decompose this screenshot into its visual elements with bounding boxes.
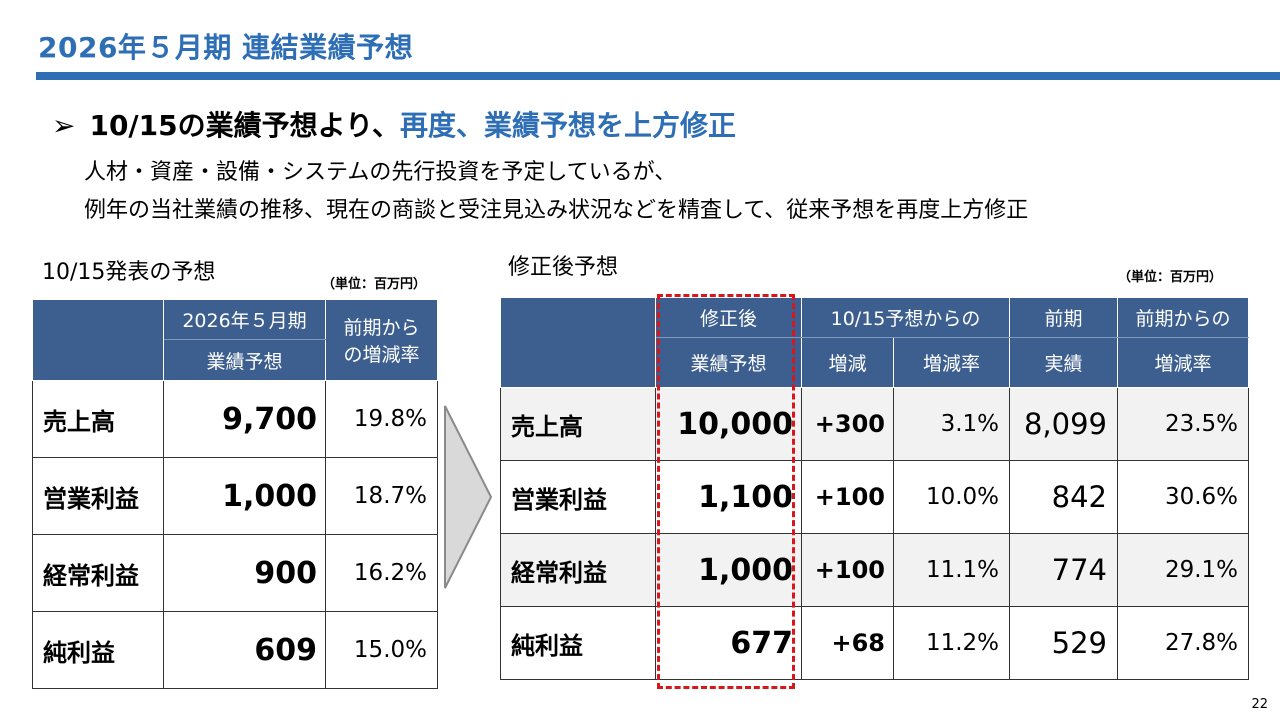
diff-value: +100 bbox=[801, 533, 894, 607]
yoy-rate: 15.0% bbox=[325, 611, 438, 689]
revised-value: 1,000 bbox=[655, 533, 802, 607]
header-revised: 修正後 bbox=[655, 297, 802, 338]
header-previous-actual: 実績 bbox=[1009, 337, 1119, 388]
yoy-rate: 18.7% bbox=[325, 457, 438, 535]
diff-rate: 11.1% bbox=[892, 533, 1011, 607]
header-previous: 前期 bbox=[1009, 297, 1119, 338]
original-forecast-table: 2026年５月期 前期から 業績予想 の増減率 売上高 9,700 19.8% … bbox=[32, 299, 438, 689]
previous-rate: 30.6% bbox=[1117, 460, 1250, 534]
header-forecast-label: 業績予想 bbox=[163, 339, 326, 381]
header-forecast-year: 2026年５月期 bbox=[163, 299, 326, 340]
table-row: 経常利益 900 16.2% bbox=[32, 534, 438, 612]
diff-value: +300 bbox=[801, 387, 894, 461]
forecast-value: 1,000 bbox=[163, 457, 326, 535]
revised-value: 677 bbox=[655, 606, 802, 680]
chevron-right-icon bbox=[444, 405, 493, 589]
table-row: 売上高 10,000 +300 3.1% 8,099 23.5% bbox=[500, 387, 1250, 461]
forecast-value: 9,700 bbox=[163, 380, 326, 458]
table-row: 営業利益 1,000 18.7% bbox=[32, 457, 438, 535]
page-number: 22 bbox=[1251, 697, 1268, 712]
revised-column-highlight bbox=[657, 294, 795, 689]
previous-actual: 8,099 bbox=[1009, 387, 1119, 461]
header-yoy-line2: の増減率 bbox=[325, 339, 438, 381]
table-row: 純利益 677 +68 11.2% 529 27.8% bbox=[500, 606, 1250, 680]
previous-rate: 23.5% bbox=[1117, 387, 1250, 461]
body-text-line-1: 人材・資産・設備・システムの先行投資を予定しているが、 bbox=[84, 160, 677, 185]
right-table-label: 修正後予想 bbox=[508, 255, 619, 280]
diff-rate: 3.1% bbox=[892, 387, 1011, 461]
diff-rate: 10.0% bbox=[892, 460, 1011, 534]
header-diff: 増減 bbox=[801, 337, 894, 388]
previous-actual: 774 bbox=[1009, 533, 1119, 607]
table-row: 売上高 9,700 19.8% bbox=[32, 380, 438, 458]
row-label: 経常利益 bbox=[32, 534, 164, 612]
row-label: 営業利益 bbox=[500, 460, 656, 534]
row-label: 売上高 bbox=[500, 387, 656, 461]
title-underline bbox=[36, 72, 1280, 80]
key-message-lead: 10/15の業績予想より、 bbox=[89, 109, 400, 142]
header-diff-rate: 増減率 bbox=[892, 337, 1011, 388]
slide-title: 2026年５月期 連結業績予想 bbox=[38, 31, 414, 64]
table-row: 純利益 609 15.0% bbox=[32, 611, 438, 689]
yoy-rate: 16.2% bbox=[325, 534, 438, 612]
header-yoy-line1: 前期から bbox=[325, 299, 438, 340]
forecast-value: 609 bbox=[163, 611, 326, 689]
row-label: 営業利益 bbox=[32, 457, 164, 535]
yoy-rate: 19.8% bbox=[325, 380, 438, 458]
arrow-bullet-icon: ➢ bbox=[52, 109, 76, 142]
header-empty bbox=[500, 297, 656, 388]
table-row: 営業利益 1,100 +100 10.0% 842 30.6% bbox=[500, 460, 1250, 534]
previous-actual: 842 bbox=[1009, 460, 1119, 534]
revised-forecast-table: 修正後 10/15予想からの 前期 前期からの 業績予想 増減 増減率 実績 増… bbox=[500, 297, 1250, 680]
row-label: 経常利益 bbox=[500, 533, 656, 607]
diff-rate: 11.2% bbox=[892, 606, 1011, 680]
previous-rate: 29.1% bbox=[1117, 533, 1250, 607]
previous-rate: 27.8% bbox=[1117, 606, 1250, 680]
body-text-line-2: 例年の当社業績の推移、現在の商談と受注見込み状況などを精査して、従来予想を再度上… bbox=[84, 198, 1029, 223]
key-message-highlight: 再度、業績予想を上方修正 bbox=[399, 109, 736, 142]
diff-value: +68 bbox=[801, 606, 894, 680]
left-table-label: 10/15発表の予想 bbox=[42, 260, 216, 285]
previous-actual: 529 bbox=[1009, 606, 1119, 680]
right-table-unit: （単位：百万円） bbox=[1118, 270, 1223, 285]
header-empty bbox=[32, 299, 164, 381]
header-previous-rate: 増減率 bbox=[1117, 337, 1250, 388]
key-message: ➢ 10/15の業績予想より、再度、業績予想を上方修正 bbox=[52, 104, 736, 144]
forecast-value: 900 bbox=[163, 534, 326, 612]
header-from-forecast: 10/15予想からの bbox=[800, 297, 1011, 338]
row-label: 純利益 bbox=[32, 611, 164, 689]
left-table-unit: （単位：百万円） bbox=[322, 277, 427, 292]
row-label: 純利益 bbox=[500, 606, 656, 680]
row-label: 売上高 bbox=[32, 380, 164, 458]
diff-value: +100 bbox=[801, 460, 894, 534]
header-from-previous: 前期からの bbox=[1117, 297, 1250, 338]
table-row: 経常利益 1,000 +100 11.1% 774 29.1% bbox=[500, 533, 1250, 607]
